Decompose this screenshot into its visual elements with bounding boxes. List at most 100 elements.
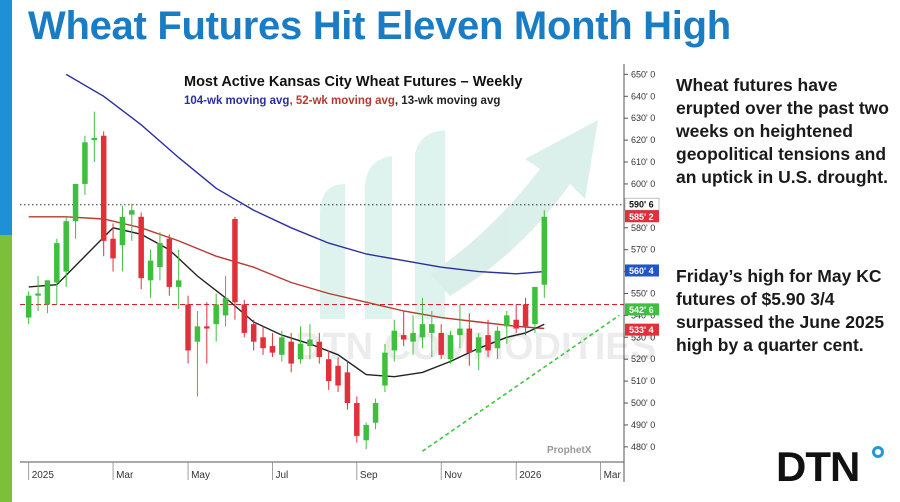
candle (25, 291, 32, 325)
candle (504, 311, 510, 344)
candle-body (532, 286, 538, 325)
candle-body (175, 280, 182, 287)
candle-body (316, 341, 323, 358)
price-tag-label: 560' 4 (629, 266, 654, 276)
candle-body (466, 328, 473, 353)
candle-body (82, 142, 88, 184)
chart-legend: 104-wk moving avg, 52-wk moving avg, 13-… (184, 95, 500, 107)
y-tick-label: 600' 0 (631, 179, 655, 189)
candle-body (166, 238, 173, 287)
candle (438, 324, 444, 360)
y-tick-label: 640' 0 (631, 91, 655, 101)
candle (241, 300, 248, 338)
page-title: Wheat Futures Hit Eleven Month High (28, 4, 731, 48)
candle-body (232, 218, 238, 303)
chart-canvas: 650' 0 640' 0 630' 0 620' 0 610' 0 600' 0 590'… (20, 64, 668, 490)
candle (382, 343, 388, 393)
candle-body (447, 335, 454, 360)
candle-body (44, 280, 51, 305)
candle-body (335, 365, 341, 386)
price-tag-label: 542' 6 (629, 305, 654, 315)
y-tick-label: 550' 0 (631, 288, 655, 298)
candle (297, 326, 304, 364)
ma-52-line (28, 216, 545, 330)
candle (54, 238, 60, 305)
ma-104-line (65, 73, 545, 275)
candle-body (457, 328, 463, 336)
growth-arrow-icon (320, 120, 598, 319)
candle (354, 396, 360, 443)
candle (110, 223, 116, 272)
candle (391, 319, 398, 362)
ma-13-line (28, 227, 545, 378)
summary-paragraph: Wheat futures have erupted over the past… (676, 75, 889, 187)
chart-background (20, 64, 668, 490)
price-tag: 542' 6 (625, 303, 659, 316)
candle (147, 249, 154, 298)
price-tag: 590' 6 (624, 197, 660, 211)
dtn-logo: DTN (776, 444, 884, 490)
candle (213, 293, 219, 342)
y-tick-label: 620' 0 (631, 135, 655, 145)
logo-dot-icon (872, 446, 884, 458)
x-tick-label: Jul (275, 470, 288, 481)
detail-paragraph: Friday’s high for May KC futures of $5.9… (676, 266, 885, 355)
candle-body (35, 293, 41, 296)
price-tag-box (624, 197, 660, 211)
candle (372, 398, 379, 430)
candle-body (110, 238, 116, 259)
candle-body (504, 315, 510, 327)
candle-body (91, 137, 98, 141)
accent-bar-bottom (0, 235, 12, 502)
candle-body (475, 337, 482, 353)
candle-body (372, 403, 379, 423)
arrow-bar-1 (320, 184, 345, 319)
candle-body (204, 326, 210, 329)
price-tag-label: 533' 4 (629, 325, 654, 335)
candle (100, 131, 107, 257)
candle (457, 304, 463, 349)
y-tick-label: 480' 0 (631, 442, 655, 452)
candle (129, 203, 135, 241)
x-tick-label: 2025 (32, 470, 55, 481)
y-tick-label: 540' 0 (631, 310, 655, 320)
candle-body (344, 372, 351, 404)
candle (175, 249, 182, 309)
candle (513, 304, 519, 333)
price-tag: 560' 4 (625, 264, 659, 277)
legend-entry: , 13-wk moving avg (395, 95, 500, 107)
candle-body (419, 324, 426, 338)
legend-entry: , 52-wk moving avg (289, 95, 394, 107)
candle (250, 319, 257, 351)
candle (494, 326, 501, 360)
candle (185, 295, 191, 364)
candle (447, 330, 454, 364)
candle (344, 361, 351, 410)
candle-body (129, 210, 135, 215)
x-tick-label: May (191, 470, 210, 481)
candle-body (494, 330, 501, 349)
candle (410, 315, 416, 355)
candle (288, 332, 294, 373)
price-tag-box (625, 264, 659, 277)
candle-body (485, 335, 491, 351)
candle-body (288, 341, 294, 364)
candle (335, 357, 341, 393)
candle-body (194, 326, 201, 342)
x-tick-label: Mar (116, 470, 134, 481)
candle-body (400, 335, 407, 340)
candle-body (382, 352, 388, 386)
candle (166, 234, 173, 296)
candle-body (250, 324, 257, 342)
candle-body (513, 319, 519, 329)
candle-body (438, 332, 444, 355)
y-tick-label: 580' 0 (631, 223, 655, 233)
candle (194, 311, 201, 397)
candle (63, 216, 69, 287)
candle-body (72, 183, 79, 222)
y-tick-label: 650' 0 (631, 69, 655, 79)
x-tick-label: Nov (444, 470, 462, 481)
y-tick-label: 570' 0 (631, 245, 655, 255)
candle-body (147, 260, 154, 281)
candle-body (100, 135, 107, 241)
